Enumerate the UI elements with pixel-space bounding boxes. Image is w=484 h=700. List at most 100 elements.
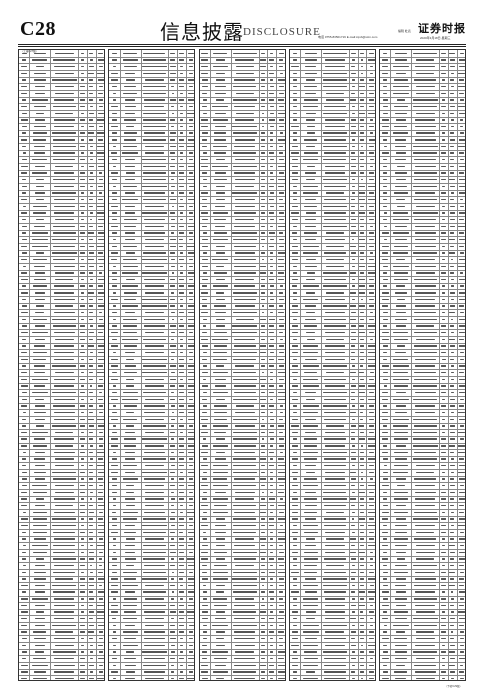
cell-text [367, 458, 375, 460]
cell-text [112, 59, 117, 61]
cell-text [143, 218, 166, 221]
table-row [289, 123, 375, 125]
cell-text [179, 544, 184, 547]
cell-text [111, 524, 118, 527]
cell-text [260, 265, 266, 267]
cell-text [351, 65, 356, 68]
cell-text [53, 59, 76, 61]
cell-text [268, 365, 275, 367]
cell-text [449, 405, 455, 407]
cell-text [171, 105, 175, 108]
cell-text [396, 325, 406, 327]
cell-text [359, 225, 365, 227]
cell-text [293, 478, 297, 480]
table-row [289, 229, 375, 231]
cell-text [170, 225, 175, 227]
table-row [289, 375, 375, 377]
cell-text [53, 152, 76, 154]
cell-text [202, 425, 208, 427]
cell-text [302, 524, 319, 527]
cell-text [201, 245, 208, 247]
cell-text [322, 112, 348, 114]
cell-text [368, 92, 375, 94]
cell-text [413, 438, 438, 440]
table-row [380, 269, 465, 271]
cell-text [351, 59, 355, 61]
cell-text [80, 498, 85, 500]
cell-text [98, 538, 103, 540]
cell-text [178, 172, 185, 174]
table-row [19, 209, 104, 211]
cell-text [214, 332, 227, 334]
cell-text [235, 365, 255, 367]
cell-text [201, 59, 208, 61]
table-row [199, 548, 285, 550]
cell-text [171, 664, 175, 667]
cell-text [369, 425, 374, 427]
cell-text [292, 72, 297, 74]
cell-text [351, 192, 355, 194]
cell-text [292, 292, 298, 294]
table-row [380, 395, 465, 397]
cell-text [126, 358, 135, 361]
cell-text [112, 644, 117, 647]
cell-text [180, 198, 183, 201]
cell-text [143, 478, 166, 480]
cell-text [304, 431, 317, 434]
table-row [109, 415, 195, 417]
cell-text [187, 139, 195, 141]
cell-text [350, 571, 356, 573]
table-row [109, 675, 195, 677]
cell-text [22, 418, 26, 420]
cell-text [233, 85, 257, 88]
cell-text [125, 505, 135, 507]
table-row [19, 96, 104, 98]
cell-text [351, 265, 355, 267]
cell-text [21, 498, 28, 500]
table-row [289, 96, 375, 98]
cell-text [413, 418, 438, 420]
cell-text [441, 624, 446, 627]
cell-text [112, 52, 117, 55]
cell-text [201, 212, 209, 214]
cell-text [99, 192, 103, 194]
table-row [109, 655, 195, 657]
cell-text [54, 72, 74, 74]
cell-text [325, 332, 345, 334]
cell-text [414, 232, 436, 234]
table-row [289, 455, 375, 457]
cell-text [291, 252, 299, 254]
cell-text [202, 198, 208, 201]
cell-text [35, 644, 45, 647]
table-row [19, 302, 104, 304]
cell-text [304, 478, 318, 480]
cell-text [450, 278, 454, 281]
cell-text [450, 677, 454, 680]
cell-text [111, 531, 118, 533]
cell-text [111, 72, 118, 74]
table-row [199, 149, 285, 151]
cell-text [459, 531, 464, 533]
cell-text [22, 365, 27, 367]
table-row [289, 83, 375, 85]
cell-text [395, 591, 407, 593]
cell-text [142, 59, 166, 61]
cell-text [98, 485, 103, 487]
cell-text [306, 79, 316, 81]
cell-text [97, 112, 104, 114]
cell-text [360, 471, 364, 474]
cell-text [351, 531, 355, 533]
cell-text [54, 85, 74, 88]
cell-text [277, 79, 285, 81]
table-row [289, 316, 375, 318]
table-row [109, 548, 195, 550]
cell-text [383, 225, 387, 227]
cell-text [260, 431, 266, 434]
cell-text [383, 145, 387, 148]
table-row [289, 382, 375, 384]
cell-text [368, 351, 375, 354]
cell-text [180, 598, 183, 600]
cell-text [54, 598, 75, 600]
cell-text [21, 112, 27, 114]
cell-text [351, 564, 355, 567]
